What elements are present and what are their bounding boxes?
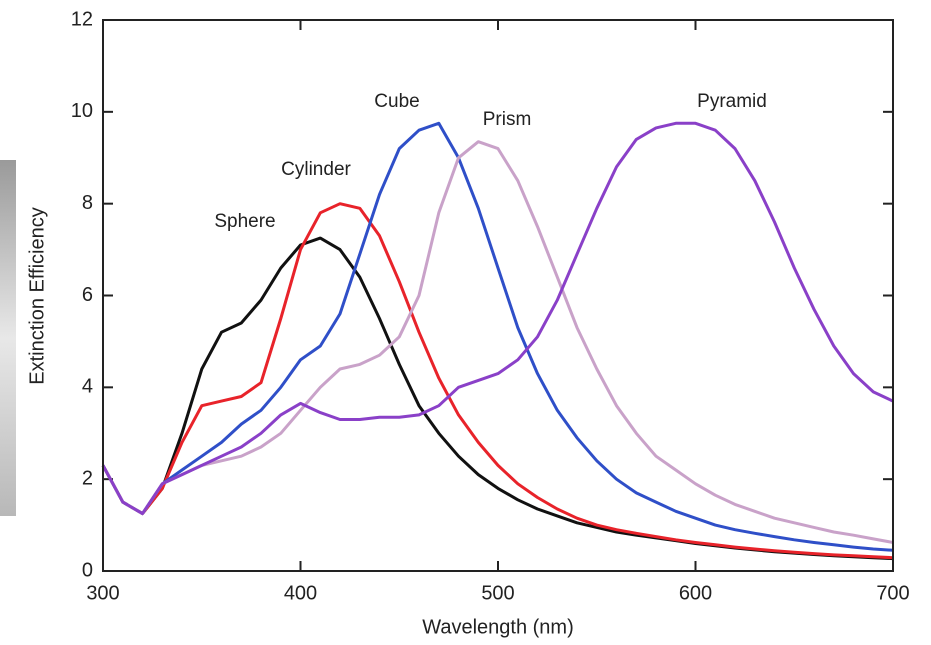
x-tick-label: 700 [876, 582, 909, 604]
y-axis-label: Extinction Efficiency [26, 207, 48, 385]
plot-frame [102, 19, 894, 572]
x-axis-label: Wavelength (nm) [422, 616, 574, 638]
series-line [101, 121, 894, 516]
x-tick-label: 400 [284, 582, 317, 604]
y-tick-label: 12 [71, 8, 93, 30]
series-line [101, 236, 894, 561]
series-annotation: Prism [483, 109, 532, 130]
series-line [101, 121, 894, 552]
y-tick-label: 2 [82, 467, 93, 489]
x-tick-label: 600 [679, 582, 712, 604]
x-tick-label: 300 [86, 582, 119, 604]
x-tick-label: 500 [481, 582, 514, 604]
series-line [101, 140, 894, 544]
y-tick-label: 4 [82, 376, 93, 398]
series-annotation: Cylinder [281, 159, 351, 180]
y-tick-label: 10 [71, 100, 93, 122]
series-line [101, 202, 894, 560]
y-tick-label: 6 [82, 284, 93, 306]
y-tick-label: 0 [82, 559, 93, 581]
series-annotation: Cube [374, 91, 419, 112]
series-annotation: Sphere [214, 211, 275, 232]
y-tick-label: 8 [82, 192, 93, 214]
background-strip [0, 160, 16, 516]
series-annotation: Pyramid [697, 91, 767, 112]
